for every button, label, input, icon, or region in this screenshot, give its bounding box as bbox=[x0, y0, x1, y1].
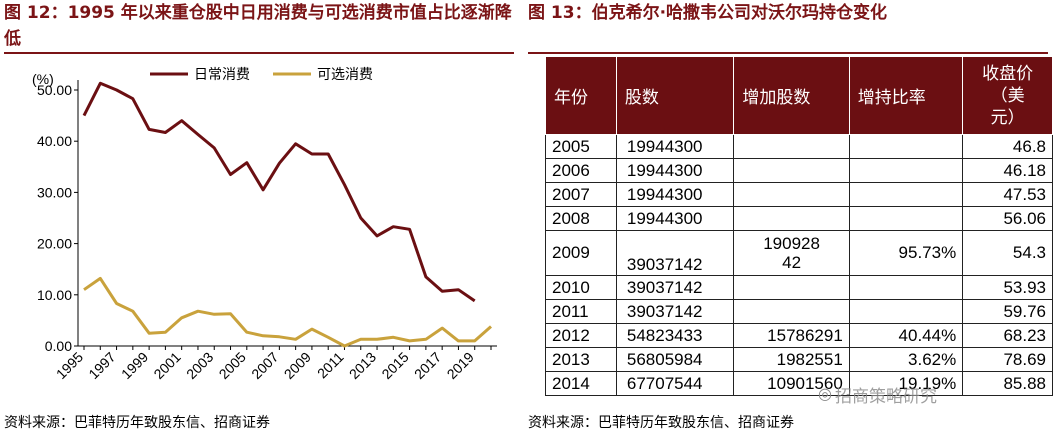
added-shares-cell: 15786291 bbox=[733, 323, 850, 348]
y-tick-label: 40.00 bbox=[37, 133, 72, 149]
wechat-icon: ◎ bbox=[818, 384, 832, 403]
year-cell: 2010 bbox=[545, 275, 617, 300]
year-cell: 2014 bbox=[545, 371, 617, 396]
added-shares-cell bbox=[733, 299, 850, 324]
year-cell: 2007 bbox=[545, 182, 617, 207]
series-line-2 bbox=[83, 276, 492, 348]
shares-cell: 39037142 bbox=[615, 230, 735, 276]
added-shares-cell: 10901560 bbox=[733, 371, 850, 396]
x-tick-label: 2001 bbox=[150, 349, 183, 382]
x-tick-label: 1997 bbox=[85, 349, 118, 382]
shares-cell: 56805984 bbox=[615, 347, 735, 372]
series-line-1 bbox=[82, 81, 476, 303]
col-ratio-header: 增持比率 bbox=[848, 56, 964, 135]
table-row: 2011 39037142 59.76 bbox=[545, 299, 1053, 324]
x-tick-label: 2011 bbox=[314, 349, 347, 382]
ratio-cell bbox=[848, 134, 964, 159]
added-shares-cell: 190928 42 bbox=[733, 230, 850, 276]
year-cell: 2006 bbox=[545, 158, 617, 183]
close-price-cell: 53.93 bbox=[962, 275, 1053, 300]
x-tick-label: 1999 bbox=[118, 349, 151, 382]
y-tick-label: 10.00 bbox=[37, 287, 72, 303]
year-cell: 2009 bbox=[545, 230, 617, 276]
ratio-cell bbox=[848, 158, 964, 183]
watermark-text: 招商策略研究 bbox=[835, 387, 937, 407]
close-price-cell: 54.3 bbox=[962, 230, 1053, 276]
col-added-header: 增加股数 bbox=[733, 56, 850, 135]
close-price-cell: 59.76 bbox=[962, 299, 1053, 324]
table-row: 2005 19944300 46.8 bbox=[545, 134, 1053, 159]
table-row: 2009 39037142 190928 42 95.73% 54.3 bbox=[545, 230, 1053, 276]
ratio-cell: 19.19% bbox=[848, 371, 964, 396]
added-shares-cell bbox=[733, 134, 850, 159]
close-price-cell: 46.18 bbox=[962, 158, 1053, 183]
right-title-rule bbox=[528, 52, 1048, 54]
close-price-cell: 85.88 bbox=[962, 371, 1053, 396]
close-price-cell: 56.06 bbox=[962, 206, 1053, 231]
y-tick-label: 20.00 bbox=[37, 236, 72, 252]
shares-cell: 19944300 bbox=[615, 182, 735, 207]
y-tick-label: 50.00 bbox=[37, 82, 72, 98]
left-title-rule bbox=[4, 52, 514, 54]
table-row: 2010 39037142 53.93 bbox=[545, 275, 1053, 300]
ratio-cell bbox=[848, 275, 964, 300]
shares-cell: 19944300 bbox=[615, 206, 735, 231]
ratio-cell bbox=[848, 182, 964, 207]
added-shares-cell bbox=[733, 182, 850, 207]
year-cell: 2008 bbox=[545, 206, 617, 231]
ratio-cell bbox=[848, 206, 964, 231]
x-tick-label: 2007 bbox=[248, 349, 281, 382]
y-tick-label: 0.00 bbox=[45, 338, 72, 354]
year-cell: 2013 bbox=[545, 347, 617, 372]
table-row: 2013 56805984 1982551 3.62% 78.69 bbox=[545, 347, 1053, 372]
left-source-note: 资料来源：巴菲特历年致股东信、招商证券 bbox=[4, 415, 270, 431]
close-price-cell: 46.8 bbox=[962, 134, 1053, 159]
shares-cell: 39037142 bbox=[615, 275, 735, 300]
y-tick-label: 30.00 bbox=[37, 184, 72, 200]
year-cell: 2012 bbox=[545, 323, 617, 348]
close-price-cell: 47.53 bbox=[962, 182, 1053, 207]
close-price-cell: 78.69 bbox=[962, 347, 1053, 372]
x-tick-label: 2005 bbox=[216, 349, 249, 382]
added-shares-cell bbox=[733, 158, 850, 183]
table-row: 2007 19944300 47.53 bbox=[545, 182, 1053, 207]
table-row: 2008 19944300 56.06 bbox=[545, 206, 1053, 231]
left-figure-title: 图 12：1995 年以来重仓股中日用消费与可选消费市值占比逐渐降低 bbox=[4, 3, 512, 49]
added-shares-cell bbox=[733, 275, 850, 300]
ratio-cell: 95.73% bbox=[848, 230, 964, 276]
shares-cell: 39037142 bbox=[615, 299, 735, 324]
table-row: 2006 19944300 46.18 bbox=[545, 158, 1053, 183]
year-cell: 2011 bbox=[545, 299, 617, 324]
y-axis-label: (%) bbox=[32, 71, 54, 87]
shares-cell: 67707544 bbox=[615, 371, 735, 396]
col-year-header: 年份 bbox=[545, 56, 617, 135]
table-row: 2012 54823433 15786291 40.44% 68.23 bbox=[545, 323, 1053, 348]
right-source-note: 资料来源：巴菲特历年致股东信、招商证券 bbox=[528, 415, 794, 431]
x-tick-label: 2009 bbox=[281, 349, 314, 382]
x-tick-label: 2019 bbox=[443, 349, 476, 382]
table-row: 2014 67707544 10901560 19.19% 85.88 bbox=[545, 371, 1053, 396]
ratio-cell: 40.44% bbox=[848, 323, 964, 348]
right-figure-title: 图 13：伯克希尔·哈撒韦公司对沃尔玛持仓变化 bbox=[528, 3, 888, 23]
added-shares-cell: 1982551 bbox=[733, 347, 850, 372]
year-cell: 2005 bbox=[545, 134, 617, 159]
x-tick-label: 2017 bbox=[411, 349, 444, 382]
x-tick-label: 2015 bbox=[378, 349, 411, 382]
shares-cell: 19944300 bbox=[615, 134, 735, 159]
x-tick-label: 2013 bbox=[346, 349, 379, 382]
ratio-cell bbox=[848, 299, 964, 324]
walmart-holdings-table: 年份 股数 增加股数 增持比率 收盘价 （美 元） 2005 19944300 46.8 20… bbox=[545, 56, 1053, 396]
x-tick-label: 2003 bbox=[183, 349, 216, 382]
legend-label-1: 日常消费 bbox=[194, 67, 250, 83]
shares-cell: 54823433 bbox=[615, 323, 735, 348]
added-shares-cell bbox=[733, 206, 850, 231]
shares-cell: 19944300 bbox=[615, 158, 735, 183]
legend-label-2: 可选消费 bbox=[317, 67, 373, 83]
col-close-header: 收盘价 （美 元） bbox=[962, 56, 1053, 135]
ratio-cell: 3.62% bbox=[848, 347, 964, 372]
close-price-cell: 68.23 bbox=[962, 323, 1053, 348]
col-shares-header: 股数 bbox=[615, 56, 735, 135]
